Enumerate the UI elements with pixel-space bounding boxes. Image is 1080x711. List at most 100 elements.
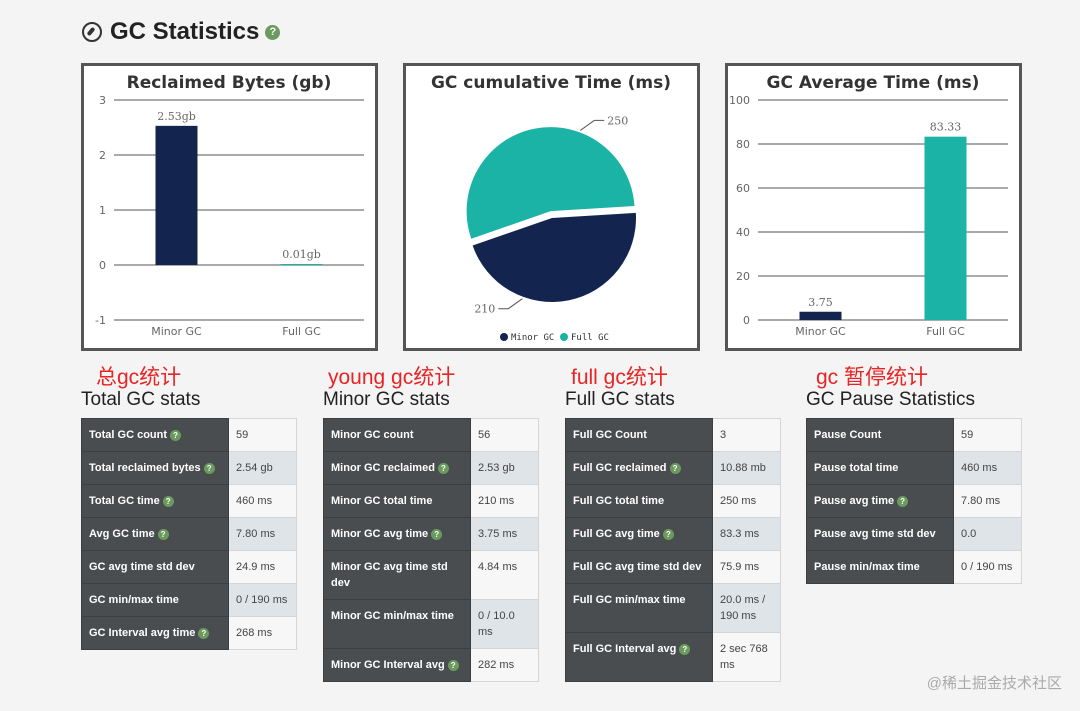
stat-label-text: Full GC min/max time [573,594,686,606]
bar-minor-gc [155,125,198,265]
table-row: GC Interval avg time? 268 ms [81,616,297,650]
stat-value: 20.0 ms / 190 ms [712,583,781,633]
data-label: 0.01gb [282,248,321,261]
stat-label-text: Pause avg time [814,495,895,507]
reclaimed-bytes-chart: Reclaimed Bytes (gb) 3 2 1 0 -1 2.53gb Minor GC… [81,63,378,351]
stat-value: 59 [953,418,1022,452]
table-row: Pause Count 59 [806,418,1022,452]
stat-value: 7.80 ms [953,484,1022,518]
stat-label-text: GC min/max time [89,594,179,606]
help-icon[interactable]: ? [662,528,674,540]
pie-leader-line [498,298,523,310]
table-row: GC min/max time 0 / 190 ms [81,583,297,617]
stat-label-text: Minor GC avg time std dev [331,561,448,589]
x-tick-label: Full GC [926,325,965,338]
stat-label: Pause min/max time [806,550,954,584]
help-icon[interactable]: ? [265,24,281,40]
stat-value: 2.53 gb [470,451,539,485]
help-icon[interactable]: ? [897,495,909,507]
chart-title: Reclaimed Bytes (gb) [127,73,332,93]
stat-label-text: Pause avg time std dev [814,528,936,540]
stat-label: Minor GC avg time? [323,517,471,551]
stat-value: 56 [470,418,539,452]
x-tick-label: Full GC [282,325,321,338]
legend-label: Full GC [571,333,609,343]
y-tick-label: 2 [99,149,106,162]
stat-label: Minor GC count [323,418,471,452]
stat-label: Full GC avg time std dev [565,550,713,584]
bar-minor-gc [799,311,842,320]
stat-label: GC avg time std dev [81,550,229,584]
help-icon[interactable]: ? [157,528,169,540]
help-icon[interactable]: ? [162,495,174,507]
help-icon[interactable]: ? [170,429,182,441]
stat-value: 0 / 190 ms [953,550,1022,584]
stat-value: 460 ms [953,451,1022,485]
y-tick-label: 60 [736,182,750,195]
chart-title: GC Average Time (ms) [767,73,980,93]
full-stats-title: Full GC stats [565,389,675,410]
stat-value: 2.54 gb [228,451,297,485]
gc-cumulative-time-chart: GC cumulative Time (ms) 210 250 Minor GC Ful… [403,63,700,351]
help-icon[interactable]: ? [431,528,443,540]
table-row: Minor GC total time 210 ms [323,484,539,518]
stat-label: Minor GC reclaimed? [323,451,471,485]
stat-label: Avg GC time? [81,517,229,551]
y-tick-label: 20 [736,270,750,283]
total-annotation: 总gc统计 [96,366,182,389]
table-row: Minor GC avg time std dev 4.84 ms [323,550,539,600]
table-row: Full GC Interval avg? 2 sec 768 ms [565,632,781,682]
x-tick-label: Minor GC [795,325,846,338]
help-icon[interactable]: ? [679,643,691,655]
pie-data-label: 250 [607,114,628,127]
legend-marker [500,333,508,341]
stat-label-text: Pause min/max time [814,561,920,573]
table-row: Minor GC count 56 [323,418,539,452]
y-tick-label: 3 [99,94,106,107]
stat-label-text: Full GC avg time std dev [573,561,702,573]
stat-label: Minor GC avg time std dev [323,550,471,600]
help-icon[interactable]: ? [198,627,210,639]
table-row: Full GC avg time std dev 75.9 ms [565,550,781,584]
help-icon[interactable]: ? [447,659,459,671]
stat-value: 0.0 [953,517,1022,551]
y-tick-label: -1 [95,314,106,327]
stat-label-text: Minor GC total time [331,495,433,507]
help-icon[interactable]: ? [669,462,681,474]
stat-label: Full GC Count [565,418,713,452]
help-icon[interactable]: ? [203,462,215,474]
stat-label-text: Pause total time [814,462,899,474]
help-icon[interactable]: ? [437,462,449,474]
stat-value: 2 sec 768 ms [712,632,781,682]
stat-value: 7.80 ms [228,517,297,551]
bar-full-gc [924,136,967,320]
stat-label: Minor GC min/max time [323,599,471,649]
x-tick-label: Minor GC [151,325,202,338]
y-tick-label: 1 [99,204,106,217]
stat-label: Pause avg time std dev [806,517,954,551]
y-tick-label: 40 [736,226,750,239]
table-row: Pause min/max time 0 / 190 ms [806,550,1022,584]
stat-label-text: Minor GC min/max time [331,610,454,622]
stat-label: Pause Count [806,418,954,452]
stat-value: 250 ms [712,484,781,518]
data-label: 3.75 [808,296,833,309]
pie-data-label: 210 [474,303,495,316]
stat-value: 460 ms [228,484,297,518]
stat-label-text: Full GC Interval avg [573,643,677,655]
stat-label-text: Full GC reclaimed [573,462,667,474]
stat-label: Minor GC Interval avg? [323,648,471,682]
stat-label: Full GC reclaimed? [565,451,713,485]
table-row: Full GC Count 3 [565,418,781,452]
stat-label: Minor GC total time [323,484,471,518]
pie-slice-minor-gc [472,212,636,303]
table-row: Total GC count? 59 [81,418,297,452]
gc-average-time-chart: GC Average Time (ms) 100 80 60 40 20 0 3.75 Mino… [725,63,1022,351]
stat-label: Full GC min/max time [565,583,713,633]
gc-cumulative-time-svg: GC cumulative Time (ms) 210 250 Minor GC Ful… [431,73,671,343]
stat-label-text: Minor GC count [331,429,414,441]
stat-value: 268 ms [228,616,297,650]
gc-pause-stats-table: Pause Count 59 Pause total time 460 ms Pause… [806,418,1022,584]
legend-marker [560,333,568,341]
table-row: Minor GC reclaimed? 2.53 gb [323,451,539,485]
